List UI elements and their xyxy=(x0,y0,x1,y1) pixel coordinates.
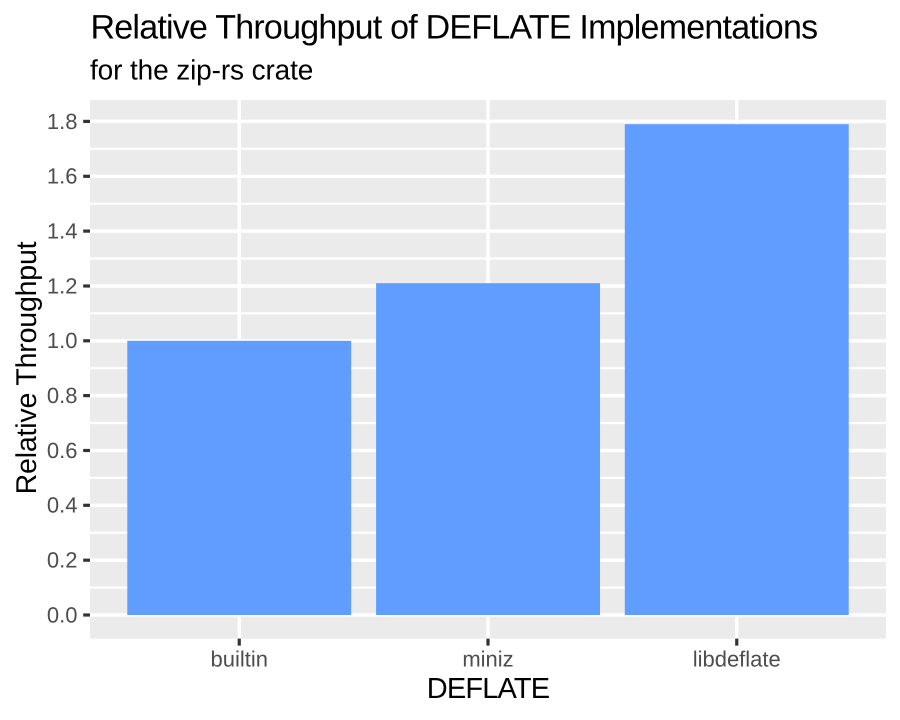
svg-text:1.8: 1.8 xyxy=(47,109,78,134)
svg-text:builtin: builtin xyxy=(211,647,268,672)
svg-text:0.0: 0.0 xyxy=(47,602,78,627)
svg-text:Relative Throughput: Relative Throughput xyxy=(11,241,43,494)
svg-text:1.4: 1.4 xyxy=(47,219,78,244)
svg-text:0.6: 0.6 xyxy=(47,438,78,463)
svg-text:DEFLATE: DEFLATE xyxy=(427,673,550,705)
svg-text:0.8: 0.8 xyxy=(47,383,78,408)
svg-text:1.0: 1.0 xyxy=(47,328,78,353)
svg-text:miniz: miniz xyxy=(462,647,513,672)
svg-text:1.6: 1.6 xyxy=(47,164,78,189)
svg-text:0.2: 0.2 xyxy=(47,548,78,573)
svg-text:Relative Throughput of DEFLATE: Relative Throughput of DEFLATE Implement… xyxy=(91,9,818,47)
svg-text:libdeflate: libdeflate xyxy=(693,647,781,672)
svg-text:0.4: 0.4 xyxy=(47,493,78,518)
svg-text:1.2: 1.2 xyxy=(47,273,78,298)
svg-text:for the zip-rs crate: for the zip-rs crate xyxy=(90,55,313,86)
